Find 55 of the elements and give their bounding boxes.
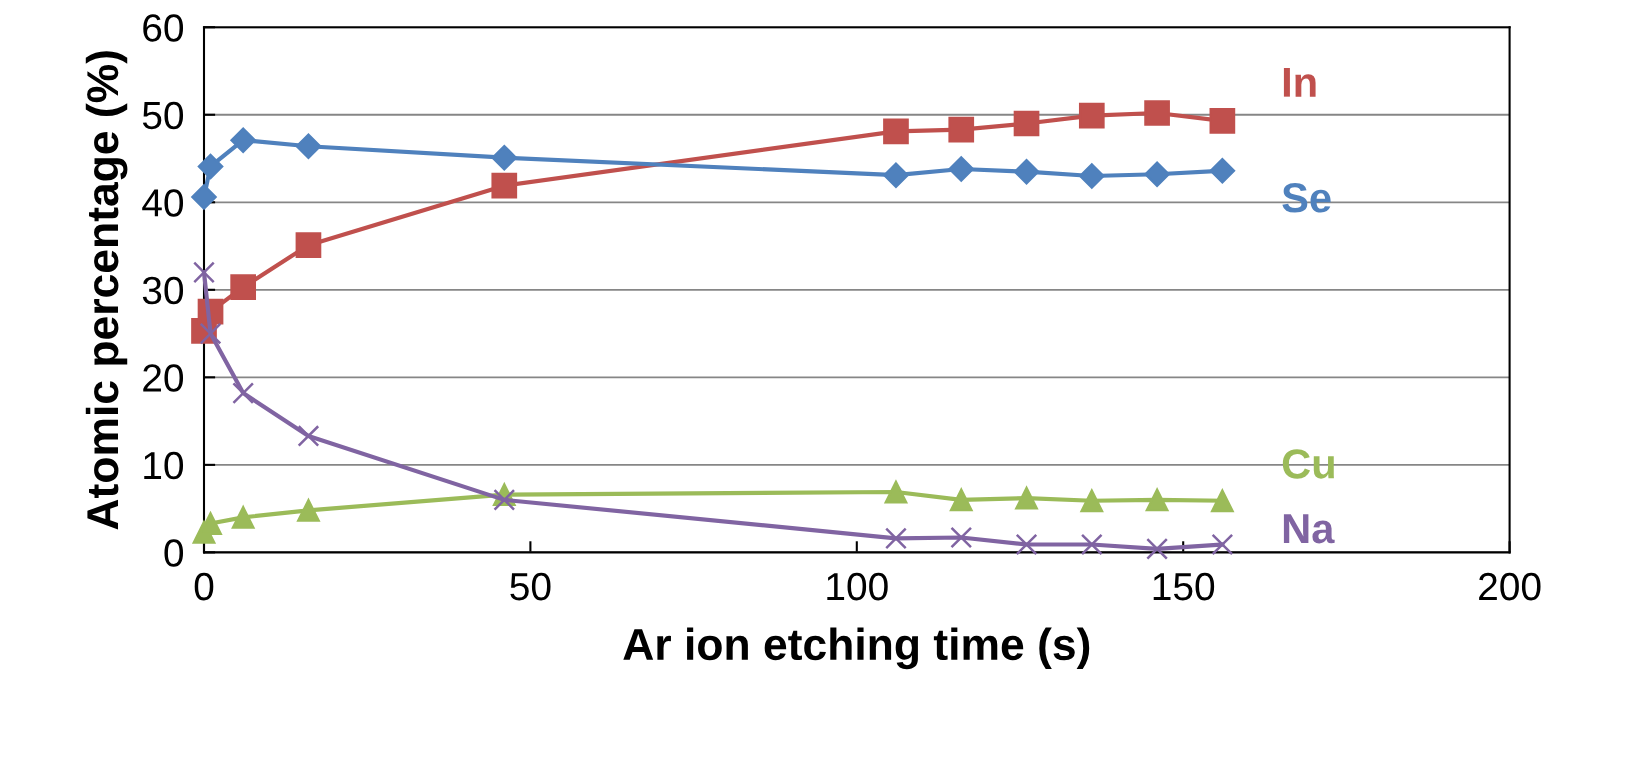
y-tick-label: 40 (142, 189, 184, 217)
x-axis-title: Ar ion etching time (s) (623, 627, 1090, 670)
point (949, 488, 973, 512)
point (1144, 161, 1170, 188)
point (297, 425, 320, 447)
point (948, 156, 975, 182)
point (1015, 486, 1038, 510)
point (885, 527, 907, 550)
point (230, 274, 257, 301)
y-axis-title: Atomic percentage (%) (85, 51, 128, 530)
point (1209, 157, 1236, 184)
point (1013, 158, 1040, 185)
point (491, 172, 518, 199)
point (296, 498, 320, 522)
y-tick-label: 20 (143, 364, 184, 392)
point (493, 488, 516, 511)
x-tick-label: 200 (1479, 572, 1541, 601)
point (1211, 533, 1234, 556)
point (232, 382, 255, 405)
y-tick-label: 60 (143, 14, 184, 42)
point (1078, 163, 1105, 189)
x-tick-label: 150 (1153, 572, 1215, 601)
point (231, 505, 255, 529)
point (883, 162, 909, 188)
y-tick-label: 30 (142, 276, 184, 305)
point (230, 127, 256, 153)
point (1015, 533, 1038, 556)
series-label: Na (1283, 514, 1335, 544)
point (199, 322, 222, 345)
point (883, 118, 909, 145)
point (1144, 100, 1170, 126)
point (491, 144, 518, 171)
x-tick-label: 50 (510, 572, 551, 601)
point (1080, 489, 1104, 513)
point (197, 153, 224, 180)
point (1209, 108, 1236, 134)
y-tick-label: 50 (142, 101, 184, 130)
x-tick-label: 100 (827, 572, 888, 601)
point (193, 261, 215, 284)
x-tick-label: 0 (194, 572, 214, 601)
point (1080, 533, 1103, 556)
point (1078, 102, 1105, 129)
point (295, 133, 322, 160)
point (295, 232, 322, 259)
y-tick-label: 10 (144, 451, 184, 480)
point (884, 480, 908, 504)
point (191, 184, 217, 210)
point (1210, 489, 1234, 513)
y-tick-label: 0 (164, 539, 184, 567)
point (950, 526, 973, 549)
point (1145, 488, 1169, 512)
point (1013, 110, 1040, 137)
point (1146, 537, 1169, 560)
point (948, 116, 975, 143)
series-label: In (1283, 67, 1316, 97)
